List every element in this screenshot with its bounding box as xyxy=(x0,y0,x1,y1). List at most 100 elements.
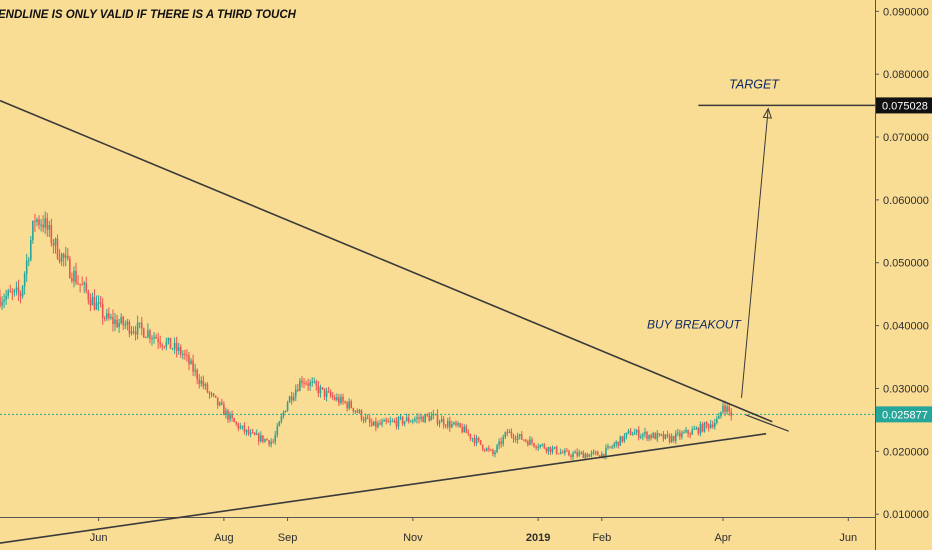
descending-trendline[interactable] xyxy=(0,99,773,423)
candle xyxy=(405,413,408,422)
candle-body xyxy=(393,421,396,423)
ascending-trendline[interactable] xyxy=(0,432,767,544)
candle-body xyxy=(619,436,622,446)
candle xyxy=(161,343,164,351)
candle xyxy=(625,432,628,440)
candle xyxy=(188,351,190,371)
candle xyxy=(449,416,451,432)
candle-body xyxy=(668,435,671,442)
candle-body xyxy=(58,258,61,262)
candle xyxy=(110,313,112,320)
candle-body xyxy=(409,421,412,423)
candle xyxy=(362,416,365,424)
candle xyxy=(251,428,254,434)
candle xyxy=(646,430,648,442)
candle xyxy=(196,368,198,385)
candle xyxy=(483,448,486,453)
chart-title: ENDLINE IS ONLY VALID IF THERE IS A THIR… xyxy=(0,9,297,21)
candle-body xyxy=(580,452,583,454)
candle-body xyxy=(7,290,10,296)
candle xyxy=(637,425,640,441)
candle-body xyxy=(103,317,106,319)
candle-body xyxy=(11,292,14,294)
candle xyxy=(231,410,233,422)
candle xyxy=(607,443,609,450)
candle-body xyxy=(535,446,537,448)
candle-body xyxy=(167,337,170,342)
candle xyxy=(465,424,468,433)
candle xyxy=(278,420,281,427)
candle xyxy=(214,395,217,399)
candle-body xyxy=(494,452,496,455)
candle xyxy=(329,389,332,399)
candle xyxy=(87,289,90,305)
candle-body xyxy=(416,417,418,419)
candle-body xyxy=(691,429,693,435)
candle xyxy=(479,439,482,446)
candle xyxy=(420,414,422,422)
candle-body xyxy=(418,417,420,419)
candle xyxy=(397,415,400,430)
candle-body xyxy=(420,416,422,419)
candle xyxy=(352,407,355,414)
candle xyxy=(623,433,626,443)
candle-body xyxy=(615,441,617,445)
candle xyxy=(481,444,484,452)
candle-body xyxy=(504,432,507,437)
candle-body xyxy=(56,238,59,259)
candle xyxy=(48,220,51,238)
candle-body xyxy=(481,444,484,450)
candle xyxy=(101,298,104,325)
candle xyxy=(580,451,583,455)
candle xyxy=(701,422,704,433)
candle xyxy=(184,349,186,360)
candle-body xyxy=(709,424,712,428)
candle-body xyxy=(206,384,209,393)
candle-body xyxy=(276,426,279,436)
candle xyxy=(25,253,28,282)
candle xyxy=(496,443,498,454)
candle-body xyxy=(488,448,490,450)
candle-body xyxy=(307,383,309,386)
price-axis[interactable]: 0.090000 0.080000 0.070000 0.060000 0.050000… xyxy=(875,6,932,521)
candle-body xyxy=(114,319,116,325)
candle-body xyxy=(477,437,480,440)
candle xyxy=(79,283,81,293)
trendline-extension[interactable] xyxy=(745,414,789,432)
candle xyxy=(42,215,44,233)
candle xyxy=(120,313,122,325)
candle xyxy=(165,337,168,351)
candle xyxy=(325,387,328,402)
candle xyxy=(317,380,320,397)
candle xyxy=(662,430,665,442)
candle xyxy=(389,416,392,426)
candle-body xyxy=(130,331,133,334)
candle-body xyxy=(268,440,270,445)
candle-body xyxy=(323,388,326,397)
time-axis[interactable]: Jun Aug Sep Nov 2019 Feb Apr Jun xyxy=(90,517,857,544)
candle xyxy=(134,325,137,341)
candle xyxy=(50,218,53,247)
candle-body xyxy=(194,369,196,372)
candle xyxy=(525,438,527,443)
candle-body xyxy=(282,412,285,417)
candle-body xyxy=(50,224,53,244)
candle-body xyxy=(627,430,630,433)
candle-body xyxy=(122,316,125,326)
candle xyxy=(469,433,472,442)
candle-body xyxy=(239,426,242,429)
candle-body xyxy=(598,455,601,458)
candle-body xyxy=(574,451,576,454)
candle-body xyxy=(514,439,517,441)
candle-body xyxy=(434,414,437,416)
candle xyxy=(126,318,129,331)
candle-body xyxy=(422,416,424,423)
candle-body xyxy=(284,410,287,413)
candle-body xyxy=(650,435,652,438)
x-tick-label: Jun xyxy=(839,532,857,544)
candle-body xyxy=(15,287,18,290)
candle xyxy=(356,408,359,413)
target-arrow-line[interactable] xyxy=(740,108,769,398)
candle xyxy=(182,350,184,360)
